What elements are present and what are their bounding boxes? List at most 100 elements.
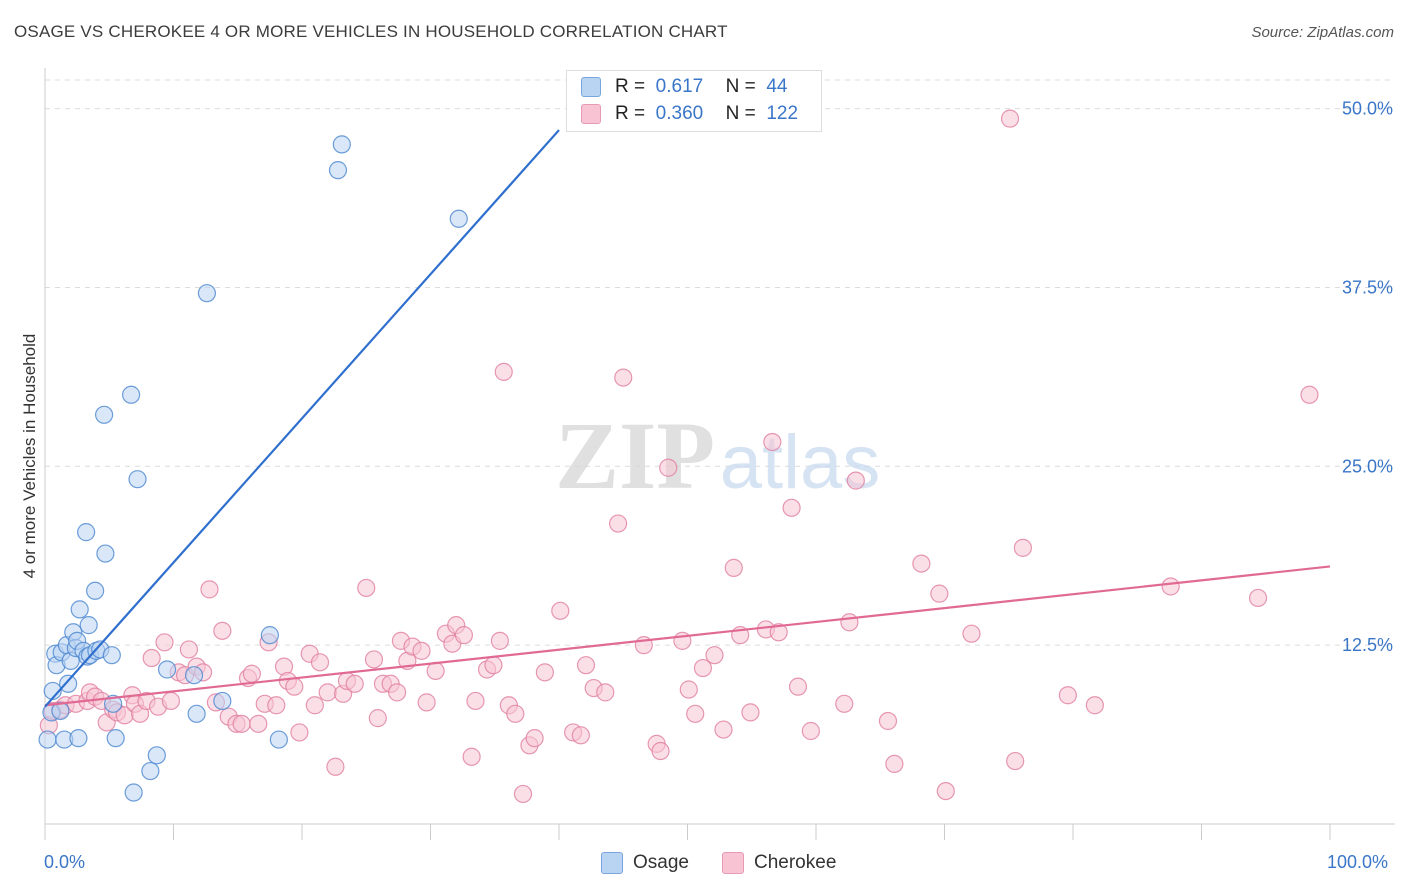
cherokee-point — [462, 747, 481, 766]
osage-swatch — [581, 77, 601, 97]
cherokee-point — [249, 714, 268, 733]
cherokee-point — [318, 683, 337, 702]
cherokee-point — [387, 683, 407, 702]
osage-point — [269, 730, 288, 749]
osage-point — [121, 385, 141, 404]
osage-point — [328, 161, 348, 180]
cherokee-point — [679, 680, 698, 699]
osage-point — [128, 470, 147, 489]
osage-point — [449, 209, 468, 228]
cherokee-point — [466, 691, 485, 711]
cherokee-n-value: 122 — [766, 103, 799, 124]
osage-legend-label: Osage — [633, 852, 689, 873]
cherokee-point — [179, 640, 199, 659]
osage-point — [86, 581, 105, 600]
cherokee-point — [609, 514, 628, 533]
legend-item-cherokee[interactable]: Cherokee — [722, 852, 836, 874]
legend-row-cherokee: R = 0.360 N = 122 — [581, 102, 798, 126]
osage-point — [70, 600, 89, 619]
cherokee-point — [651, 741, 670, 761]
legend-r-label: R = — [615, 76, 646, 97]
osage-trend-line — [44, 129, 560, 708]
gridlines — [45, 79, 1395, 646]
y-tick-label: 25.0% — [1342, 456, 1393, 476]
cherokee-point — [788, 677, 808, 696]
watermark-atlas: atlas — [720, 420, 881, 505]
cherokee-point — [525, 729, 544, 748]
osage-legend-swatch — [601, 852, 623, 874]
cherokee-point — [305, 696, 324, 715]
cherokee-point — [267, 696, 286, 715]
cherokee-point — [614, 368, 633, 387]
osage-point — [59, 674, 78, 693]
cherokee-point — [1085, 696, 1104, 715]
cherokee-point — [357, 578, 376, 598]
series-legend: Osage Cherokee — [0, 852, 1406, 876]
cherokee-point — [962, 624, 981, 643]
cherokee-point — [290, 723, 309, 742]
watermark-zip: ZIP — [555, 402, 715, 509]
cherokee-point — [1058, 686, 1077, 705]
osage-point — [213, 691, 232, 711]
cherokee-point — [417, 693, 436, 712]
cherokee-point — [1248, 588, 1268, 608]
cherokee-point — [285, 677, 304, 696]
y-tick-label: 37.5% — [1342, 277, 1393, 297]
osage-point — [95, 405, 114, 424]
legend-item-osage[interactable]: Osage — [601, 852, 689, 874]
cherokee-point — [142, 648, 161, 668]
source-label: Source: ZipAtlas.com — [1251, 24, 1394, 41]
cherokee-point — [724, 558, 743, 577]
trend-lines — [44, 129, 1331, 708]
cherokee-point — [659, 458, 678, 477]
osage-point — [104, 694, 123, 713]
cherokee-point — [1006, 751, 1025, 771]
legend-r-label: R = — [615, 103, 646, 124]
cherokee-point — [506, 704, 525, 723]
cherokee-point — [769, 623, 788, 642]
cherokee-point — [535, 663, 554, 682]
cherokee-point — [782, 498, 801, 517]
cherokee-point — [232, 714, 251, 733]
osage-point — [69, 729, 88, 748]
osage-point — [124, 783, 143, 802]
cherokee-point — [705, 646, 724, 665]
cherokee-point — [912, 554, 931, 573]
correlation-legend: R = 0.617 N = 44 R = 0.360 N = 122 — [566, 70, 822, 132]
osage-point — [106, 729, 125, 748]
cherokee-point — [686, 704, 705, 723]
cherokee-point — [571, 726, 590, 745]
cherokee-point — [364, 650, 384, 669]
cherokee-point — [801, 721, 820, 741]
cherokee-point — [490, 631, 509, 650]
chart-title: OSAGE VS CHEROKEE 4 OR MORE VEHICLES IN … — [14, 22, 728, 41]
cherokee-point — [576, 656, 596, 675]
cherokee-r-value: 0.360 — [655, 103, 704, 124]
osage-point — [96, 544, 115, 563]
watermark: ZIP atlas — [555, 402, 880, 509]
osage-point — [184, 666, 204, 685]
osage-point — [332, 135, 351, 154]
cherokee-point — [693, 658, 713, 678]
y-tick-labels: 12.5% 25.0% 37.5% 50.0% — [1342, 99, 1393, 656]
osage-point — [38, 730, 57, 749]
cherokee-point — [1013, 538, 1032, 557]
legend-n-label: N = — [725, 76, 756, 97]
legend-row-osage: R = 0.617 N = 44 — [581, 75, 787, 99]
cherokee-point — [326, 757, 345, 776]
y-tick-label: 12.5% — [1342, 635, 1393, 655]
osage-point — [51, 701, 70, 721]
cherokee-point — [596, 683, 615, 702]
cherokee-point — [426, 661, 445, 681]
cherokee-legend-label: Cherokee — [754, 852, 837, 873]
osage-point — [187, 704, 206, 723]
osage-point — [79, 616, 98, 635]
cherokee-point — [454, 626, 474, 645]
y-tick-label: 50.0% — [1342, 99, 1393, 119]
osage-n-value: 44 — [766, 76, 788, 97]
osage-series — [38, 135, 468, 802]
cherokee-point — [878, 711, 898, 731]
x-tick-label-max: 100.0% — [1327, 852, 1389, 872]
cherokee-point — [840, 613, 859, 632]
